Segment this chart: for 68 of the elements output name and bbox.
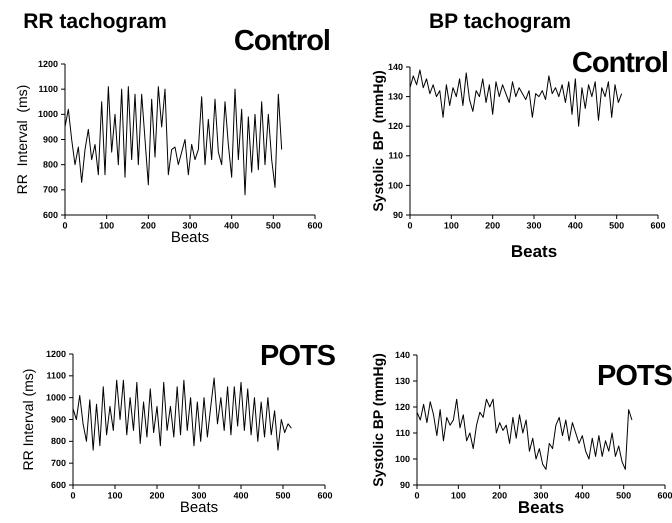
x-tick-label: 400 [224, 220, 240, 230]
x-tick-label: 500 [266, 220, 281, 230]
x-tick-label: 300 [533, 490, 549, 500]
x-tick-label: 200 [492, 490, 508, 500]
y-tick-label: 1000 [38, 109, 58, 120]
x-tick-label: 100 [99, 220, 114, 230]
x-axis-title: Beats [170, 229, 210, 246]
x-tick-label: 300 [182, 220, 198, 230]
x-tick-label: 0 [407, 220, 413, 230]
x-tick-label: 500 [275, 490, 291, 500]
y-tick-label: 120 [388, 121, 403, 132]
y-tick-label: 140 [388, 62, 403, 72]
text: Control [234, 25, 330, 57]
annotation: POTS [597, 360, 672, 392]
x-tick-label: 200 [485, 220, 500, 230]
x-axis-title: Beats [180, 499, 218, 516]
x-tick-label: 300 [191, 490, 207, 500]
x-tick-label: 200 [149, 490, 165, 500]
x-tick-label: 600 [650, 220, 666, 230]
y-tick-label: 110 [395, 428, 410, 438]
x-tick-label: 600 [307, 220, 323, 230]
y-tick-label: 600 [50, 480, 66, 490]
y-tick-label: 130 [394, 376, 410, 386]
x-tick-label: 0 [62, 220, 68, 230]
y-tick-label: 700 [42, 184, 58, 195]
y-tick-label: 1100 [46, 370, 66, 381]
annotation: POTS [260, 340, 336, 372]
x-tick-label: 600 [317, 490, 333, 500]
y-tick-label: 900 [50, 414, 66, 424]
x-tick-label: 500 [609, 220, 624, 230]
x-tick-label: 100 [107, 490, 123, 500]
y-tick-label: 800 [42, 160, 58, 170]
y-tick-label: 140 [394, 350, 410, 360]
y-tick-label: 600 [42, 210, 58, 220]
x-tick-label: 100 [444, 220, 459, 230]
x-tick-label: 400 [233, 490, 249, 500]
chart-title: RR tachogram [23, 10, 167, 33]
y-tick-label: 1200 [46, 348, 66, 359]
y-tick-label: 100 [394, 454, 410, 464]
y-tick-label: 100 [388, 180, 403, 190]
x-tick-label: 400 [568, 220, 583, 230]
y-tick-label: 1100 [38, 84, 58, 94]
y-tick-label: 90 [400, 480, 410, 490]
y-tick-label: 900 [42, 134, 58, 144]
y-tick-label: 700 [50, 458, 66, 468]
y-tick-label: 130 [388, 91, 403, 102]
y-tick-label: 800 [50, 436, 66, 446]
chart-title: BP tachogram [429, 10, 571, 33]
y-tick-label: 110 [388, 150, 403, 161]
y-axis-title: RR Interval (ms) [20, 368, 36, 470]
x-tick-label: 300 [526, 220, 542, 230]
x-axis-title: Beats [518, 498, 564, 517]
x-tick-label: 600 [657, 490, 672, 500]
x-tick-label: 0 [70, 490, 76, 500]
y-axis-title: Systolic BP (mmHg) [370, 353, 386, 487]
x-tick-label: 200 [140, 220, 156, 230]
y-tick-label: 1000 [46, 392, 66, 403]
y-tick-label: 1200 [38, 58, 58, 69]
x-tick-label: 500 [616, 490, 632, 500]
x-tick-label: 400 [574, 490, 590, 500]
annotation: Control [572, 47, 668, 79]
x-tick-label: 0 [414, 490, 420, 500]
x-axis-title: Beats [510, 242, 558, 261]
y-axis-title: Systolic BP (mmHg) [370, 70, 386, 212]
y-tick-label: 120 [394, 402, 410, 412]
y-tick-label: 90 [392, 210, 403, 220]
y-axis-title: RR Interval (ms) [14, 84, 30, 194]
x-tick-label: 100 [450, 490, 466, 500]
